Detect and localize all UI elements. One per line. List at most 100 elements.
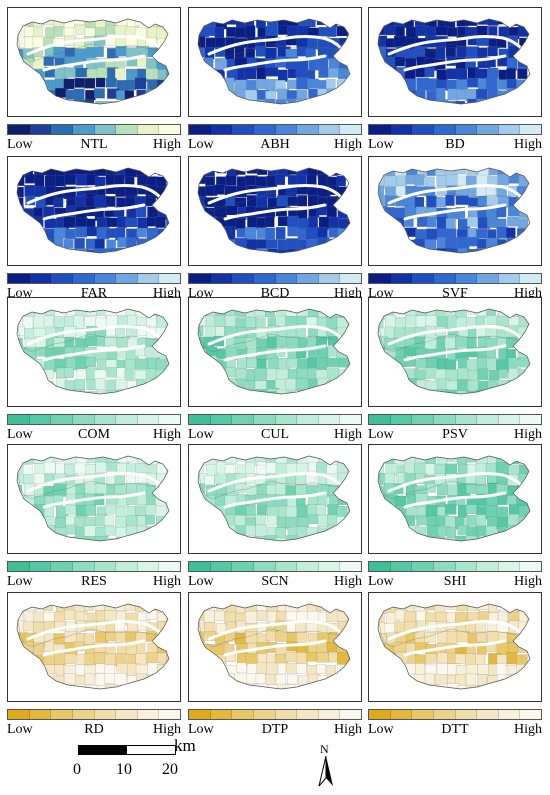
scale-bar-tick-20: 20 [162, 761, 178, 778]
legend-low-label: Low [188, 427, 214, 442]
legend-swatch [51, 415, 73, 424]
legend-swatch [159, 415, 180, 424]
indicator-name: RES [81, 574, 107, 589]
legend-color-ramp-far [7, 273, 181, 284]
legend-labels-scn: SCN Low High [188, 574, 362, 592]
legend-swatch [412, 274, 434, 283]
legend-color-ramp-shi [368, 561, 542, 572]
legend-swatch [318, 562, 341, 571]
legend-swatch [94, 274, 117, 283]
legend-high-label: High [334, 722, 362, 737]
legend-labels-bd: BD Low High [368, 137, 542, 155]
north-arrow: N [313, 742, 339, 788]
legend-labels-cul: CUL Low High [188, 427, 362, 445]
legend-swatch [116, 562, 138, 571]
map-frame-psv [368, 297, 542, 407]
legend-swatch [210, 562, 233, 571]
legend-swatch [433, 125, 456, 134]
legend-swatch [520, 562, 541, 571]
legend-labels-ntl: NTL Low High [7, 137, 181, 155]
legend-swatch [94, 562, 117, 571]
legend-swatch [520, 415, 541, 424]
legend-color-ramp-dtt [368, 709, 542, 720]
scale-bar-tick-10: 10 [116, 761, 132, 778]
map-frame-svf [368, 156, 542, 266]
legend-swatch [297, 125, 319, 134]
choropleth-map-ntl [16, 18, 170, 105]
legend-swatch [159, 710, 180, 719]
map-frame-com [7, 297, 181, 407]
north-arrow-icon [318, 755, 333, 787]
legend-swatch [159, 274, 180, 283]
legend-swatch [390, 415, 413, 424]
legend-color-ramp-ntl [7, 124, 181, 135]
legend-swatch [8, 710, 30, 719]
legend-color-ramp-scn [188, 561, 362, 572]
legend-low-label: Low [188, 722, 214, 737]
legend-high-label: High [153, 427, 181, 442]
indicator-name: SHI [443, 574, 467, 589]
choropleth-map-abh [197, 18, 351, 105]
legend-swatch [137, 125, 160, 134]
legend-swatch [318, 125, 341, 134]
legend-swatch [29, 710, 52, 719]
choropleth-map-shi [377, 455, 531, 542]
legend-swatch [210, 274, 233, 283]
legend-swatch [94, 415, 117, 424]
legend-swatch [412, 710, 434, 719]
legend-swatch [94, 125, 117, 134]
legend-color-ramp-dtp [188, 709, 362, 720]
legend-labels-rd: RD Low High [7, 722, 181, 740]
legend-swatch [189, 562, 211, 571]
legend-swatch [477, 125, 499, 134]
legend-color-ramp-svf [368, 273, 542, 284]
legend-swatch [297, 562, 319, 571]
legend-low-label: Low [368, 427, 394, 442]
choropleth-map-bcd [197, 167, 351, 254]
legend-low-label: Low [7, 574, 33, 589]
legend-swatch [498, 125, 521, 134]
legend-swatch [369, 710, 391, 719]
legend-labels-dtt: DTT Low High [368, 722, 542, 740]
choropleth-map-dtp [197, 603, 351, 690]
indicator-name: DTP [261, 722, 289, 737]
legend-swatch [253, 710, 276, 719]
legend-swatch [116, 125, 138, 134]
legend-color-ramp-bd [368, 124, 542, 135]
legend-swatch [498, 562, 521, 571]
legend-labels-shi: SHI Low High [368, 574, 542, 592]
map-frame-shi [368, 444, 542, 554]
legend-swatch [253, 125, 276, 134]
indicator-name: NTL [80, 137, 108, 152]
legend-swatch [189, 274, 211, 283]
legend-swatch [275, 710, 298, 719]
legend-color-ramp-res [7, 561, 181, 572]
legend-swatch [232, 415, 254, 424]
indicator-name: CUL [261, 427, 289, 442]
indicator-name: ABH [260, 137, 290, 152]
legend-swatch [253, 562, 276, 571]
legend-swatch [455, 710, 478, 719]
legend-swatch [433, 710, 456, 719]
legend-low-label: Low [7, 427, 33, 442]
map-frame-abh [188, 7, 362, 117]
map-frame-bcd [188, 156, 362, 266]
map-frame-ntl [7, 7, 181, 117]
legend-swatch [433, 274, 456, 283]
choropleth-map-dtt [377, 603, 531, 690]
legend-swatch [51, 274, 73, 283]
legend-swatch [232, 562, 254, 571]
legend-swatch [340, 274, 361, 283]
map-frame-scn [188, 444, 362, 554]
legend-low-label: Low [368, 574, 394, 589]
legend-low-label: Low [188, 137, 214, 152]
map-frame-res [7, 444, 181, 554]
legend-low-label: Low [368, 137, 394, 152]
legend-high-label: High [334, 427, 362, 442]
legend-swatch [412, 562, 434, 571]
legend-swatch [275, 274, 298, 283]
legend-swatch [189, 710, 211, 719]
north-arrow-letter: N [320, 742, 329, 756]
legend-swatch [232, 125, 254, 134]
legend-swatch [433, 415, 456, 424]
